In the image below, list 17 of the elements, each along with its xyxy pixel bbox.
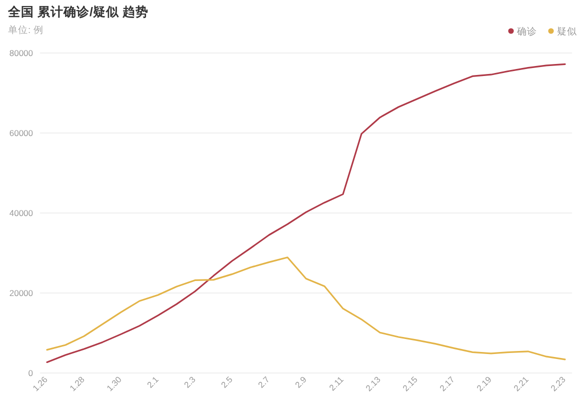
x-tick-label: 2.11 <box>327 374 346 393</box>
x-tick-label: 2.3 <box>182 374 198 390</box>
line-series <box>46 256 566 360</box>
y-tick-label: 60000 <box>9 128 34 138</box>
x-tick-label: 2.7 <box>256 374 272 390</box>
line-series <box>46 63 566 363</box>
x-tick-label: 2.9 <box>292 374 309 390</box>
legend-label: 疑似 <box>557 26 577 38</box>
legend-label: 确诊 <box>516 26 537 38</box>
y-axis-title: 单位: 例 <box>8 24 44 36</box>
chart-title: 全国 累计确诊/疑似 趋势 <box>7 4 148 19</box>
x-tick-label: 2.1 <box>144 374 161 390</box>
y-tick-label: 80000 <box>9 48 34 58</box>
y-tick-label: 40000 <box>9 208 34 218</box>
y-tick-label: 0 <box>28 368 34 378</box>
x-tick-label: 2.5 <box>218 374 235 390</box>
y-tick-label: 20000 <box>9 288 34 298</box>
